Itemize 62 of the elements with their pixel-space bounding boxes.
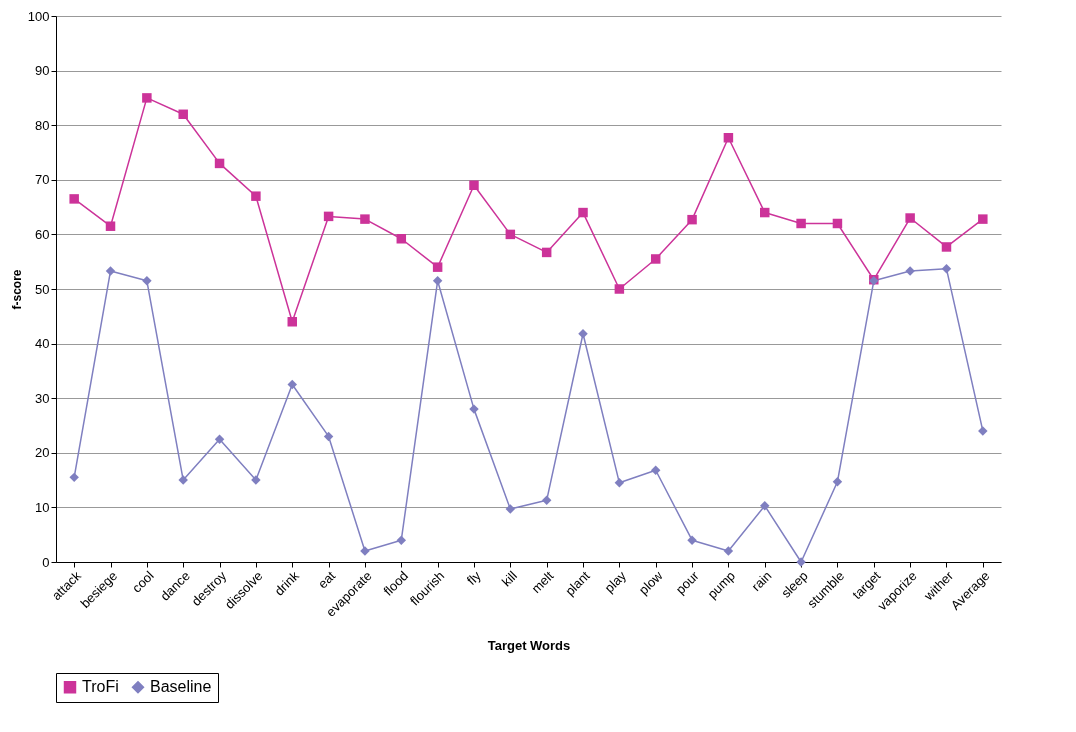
point [796,218,806,229]
point [432,262,443,272]
point [505,229,516,240]
x-tick-label: rain [748,568,775,595]
point [69,472,79,483]
x-axis-title: Target Words [487,637,571,653]
x-tick-label: melt [528,567,557,597]
point [650,254,661,264]
point [69,194,79,204]
point [142,276,152,286]
y-tick-label: 20 [35,445,50,461]
point [832,218,843,229]
point [614,284,625,294]
point [650,465,661,476]
y-tick-label: 90 [35,63,50,79]
x-tick-label: fly [463,567,485,588]
point [505,504,516,514]
y-tick-label: 10 [35,499,50,515]
point [287,379,297,390]
y-tick-label: 100 [27,8,50,24]
legend-label: Baseline [150,678,212,696]
point [396,535,407,545]
y-tick-label: 80 [35,117,50,133]
point [723,546,734,556]
y-tick-label: 50 [35,281,50,297]
point [541,495,552,506]
point [323,431,334,442]
point [214,158,225,169]
point [578,207,588,218]
y-tick-label: 0 [42,554,50,570]
point [905,213,915,223]
point [469,180,479,190]
point [432,276,443,286]
point [178,475,188,485]
y-tick-label: 60 [35,226,50,242]
point [760,501,770,511]
point [978,214,988,224]
y-tick-label: 70 [35,172,50,188]
y-axis-title: f-score [9,269,24,310]
y-tick-label: 30 [35,390,50,406]
point [941,242,952,252]
point [941,264,952,274]
point [614,478,625,488]
point [178,109,188,120]
y-tick-label: 40 [35,336,50,352]
point [214,434,225,444]
x-tick-label: cool [129,568,157,596]
point [287,317,297,327]
x-tick-label: kill [498,568,521,590]
point [832,477,843,487]
point [760,207,770,218]
point [105,266,116,276]
point [142,93,152,103]
point [323,211,334,222]
point [687,214,697,225]
legend-label: TroFi [82,678,119,696]
point [541,247,552,258]
point [723,133,734,143]
point [251,191,261,201]
point [105,221,116,231]
point [396,234,407,244]
point [360,214,370,224]
